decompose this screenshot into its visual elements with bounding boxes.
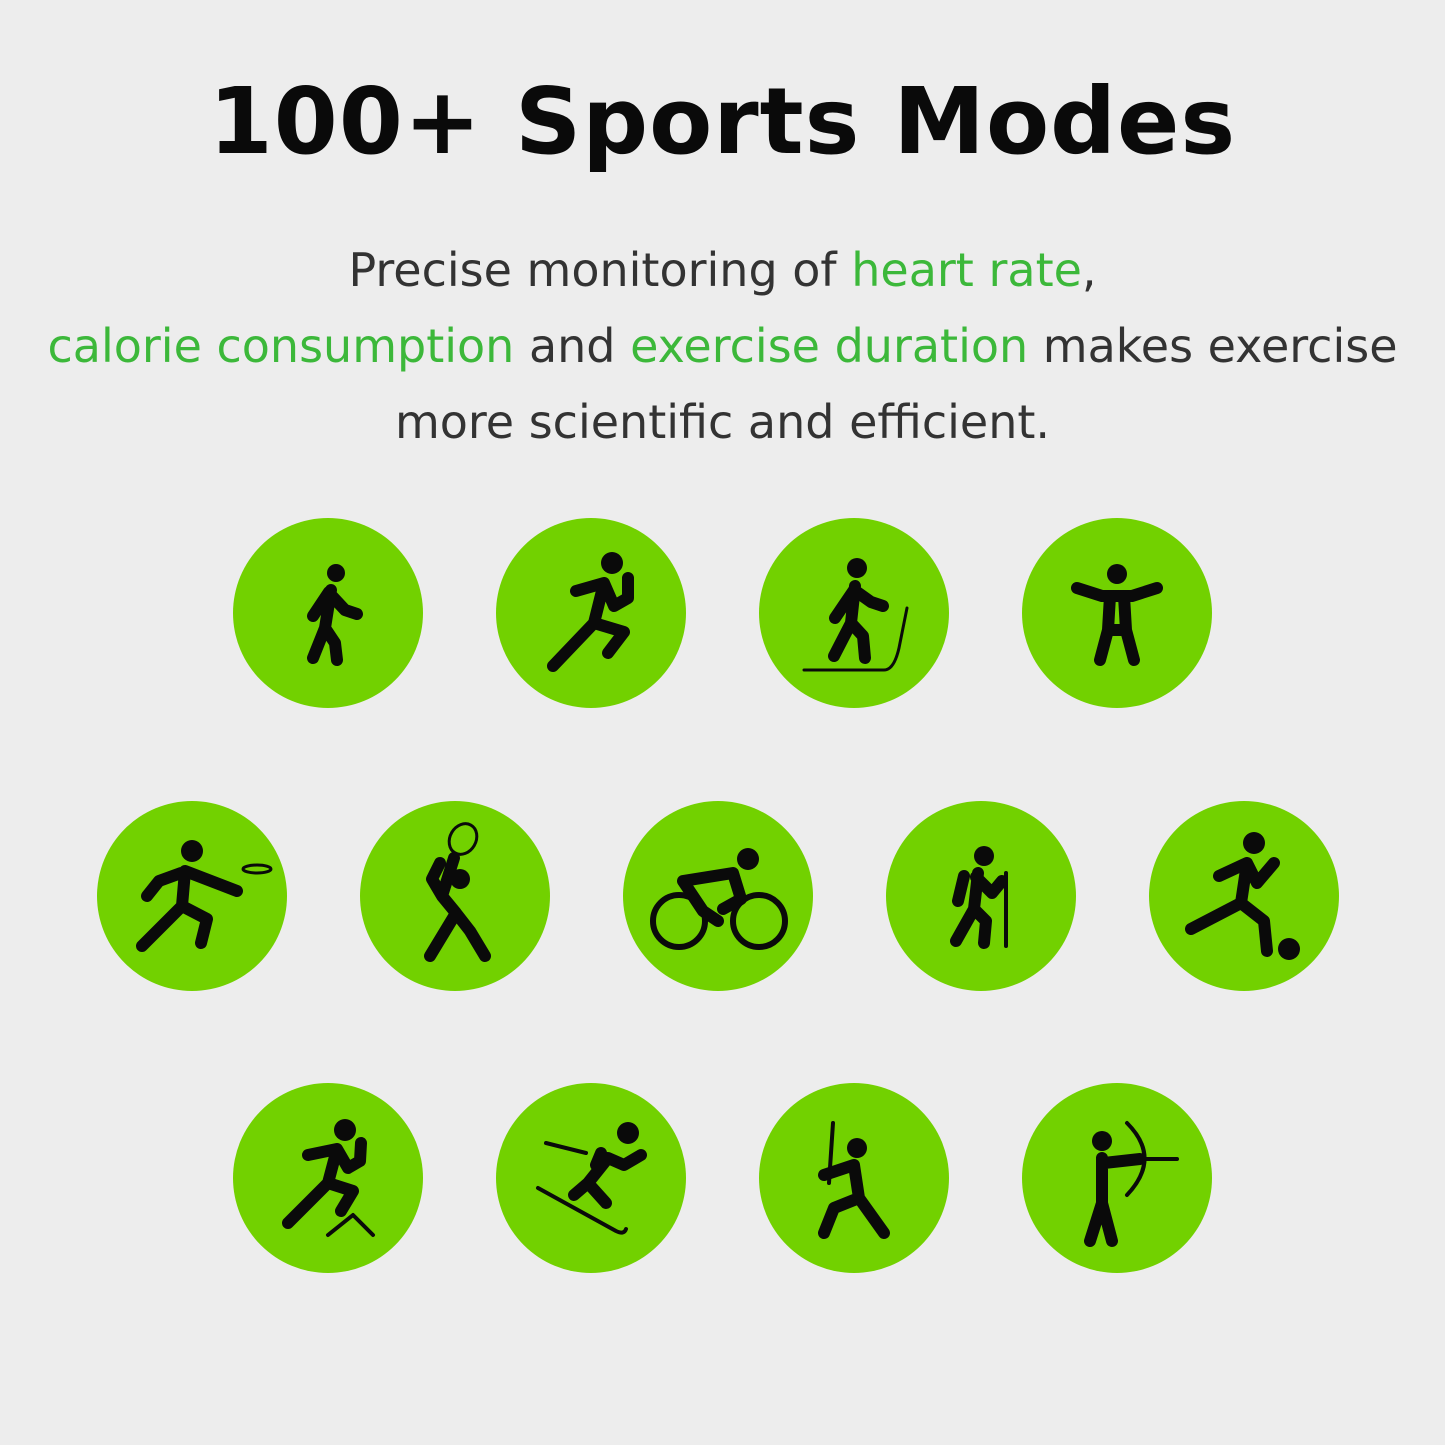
hurdles-icon xyxy=(233,1083,423,1273)
soccer-icon xyxy=(1149,801,1339,991)
fencing-icon xyxy=(759,1083,949,1273)
frisbee-icon xyxy=(97,801,287,991)
page-title: 100+ Sports Modes xyxy=(208,68,1237,175)
cycling-icon xyxy=(623,801,813,991)
highlight-duration: exercise duration xyxy=(630,319,1029,373)
subtitle-text: makes exercise more scientific and effic… xyxy=(394,319,1398,449)
archery-icon xyxy=(1022,1083,1212,1273)
tennis-icon xyxy=(360,801,550,991)
highlight-heart-rate: heart rate xyxy=(851,243,1082,297)
subtitle-text: Precise monitoring of xyxy=(348,243,852,297)
highlight-calorie: calorie consumption xyxy=(47,319,515,373)
running-icon xyxy=(496,518,686,708)
subtitle-text: , xyxy=(1081,243,1097,297)
skiing-walk-icon xyxy=(759,518,949,708)
yoga-icon xyxy=(1022,518,1212,708)
subtitle-text: and xyxy=(514,319,631,373)
walking-icon xyxy=(233,518,423,708)
skiing-icon xyxy=(496,1083,686,1273)
subtitle: Precise monitoring of heart rate, calori… xyxy=(40,232,1405,460)
hiking-icon xyxy=(886,801,1076,991)
